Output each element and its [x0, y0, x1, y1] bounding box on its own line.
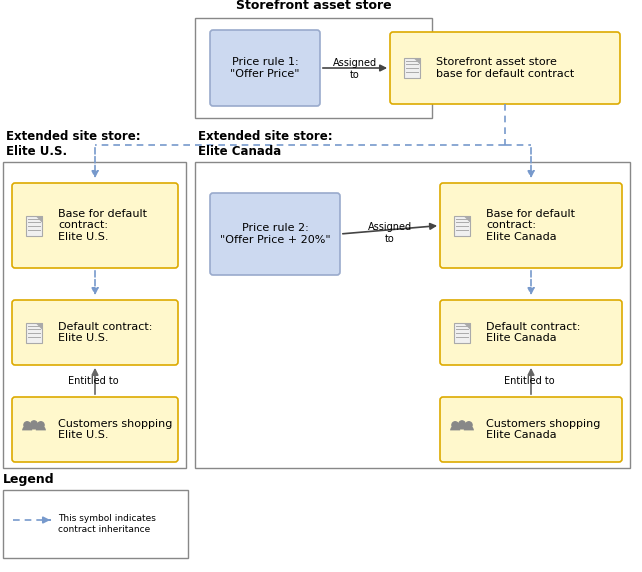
- Text: Storefront asset store: Storefront asset store: [236, 0, 392, 12]
- FancyBboxPatch shape: [12, 183, 178, 268]
- FancyBboxPatch shape: [440, 183, 622, 268]
- Polygon shape: [35, 216, 42, 222]
- Circle shape: [459, 421, 465, 427]
- Circle shape: [38, 422, 44, 428]
- Circle shape: [24, 422, 30, 428]
- Text: Extended site store:
Elite U.S.: Extended site store: Elite U.S.: [6, 130, 141, 158]
- Text: Assigned
to: Assigned to: [368, 222, 412, 244]
- Wedge shape: [36, 426, 46, 430]
- Text: Default contract:
Elite U.S.: Default contract: Elite U.S.: [58, 321, 152, 343]
- Bar: [3, 162, 186, 468]
- Text: This symbol indicates
contract inheritance: This symbol indicates contract inheritan…: [58, 514, 156, 534]
- Polygon shape: [35, 323, 42, 329]
- Text: Base for default
contract:
Elite Canada: Base for default contract: Elite Canada: [486, 209, 575, 242]
- Wedge shape: [457, 424, 467, 430]
- Text: Default contract:
Elite Canada: Default contract: Elite Canada: [486, 321, 580, 343]
- Text: Base for default
contract:
Elite U.S.: Base for default contract: Elite U.S.: [58, 209, 147, 242]
- Circle shape: [31, 421, 37, 427]
- FancyBboxPatch shape: [404, 58, 420, 78]
- Polygon shape: [413, 58, 420, 65]
- Text: Assigned
to: Assigned to: [333, 58, 377, 80]
- FancyBboxPatch shape: [12, 300, 178, 365]
- Bar: [195, 18, 432, 118]
- Wedge shape: [464, 426, 474, 430]
- Text: Storefront asset store
base for default contract: Storefront asset store base for default …: [436, 57, 574, 79]
- FancyBboxPatch shape: [390, 32, 620, 104]
- FancyBboxPatch shape: [210, 193, 340, 275]
- Text: Customers shopping
Elite U.S.: Customers shopping Elite U.S.: [58, 419, 172, 440]
- FancyBboxPatch shape: [26, 323, 42, 343]
- Wedge shape: [29, 424, 39, 430]
- Text: Customers shopping
Elite Canada: Customers shopping Elite Canada: [486, 419, 600, 440]
- Wedge shape: [450, 426, 460, 430]
- FancyBboxPatch shape: [454, 216, 470, 236]
- FancyBboxPatch shape: [440, 397, 622, 462]
- Circle shape: [465, 422, 472, 428]
- Text: Price rule 2:
"Offer Price + 20%": Price rule 2: "Offer Price + 20%": [220, 223, 331, 245]
- Wedge shape: [22, 426, 32, 430]
- Text: Entitled to: Entitled to: [67, 376, 118, 386]
- Polygon shape: [464, 323, 470, 329]
- FancyBboxPatch shape: [210, 30, 320, 106]
- FancyBboxPatch shape: [12, 397, 178, 462]
- Text: Entitled to: Entitled to: [504, 376, 554, 386]
- FancyBboxPatch shape: [454, 323, 470, 343]
- FancyBboxPatch shape: [26, 216, 42, 236]
- Text: Extended site store:
Elite Canada: Extended site store: Elite Canada: [198, 130, 333, 158]
- Bar: [3, 490, 188, 558]
- FancyBboxPatch shape: [440, 300, 622, 365]
- Bar: [195, 162, 630, 468]
- Circle shape: [452, 422, 458, 428]
- Polygon shape: [464, 216, 470, 222]
- Text: Price rule 1:
"Offer Price": Price rule 1: "Offer Price": [230, 57, 300, 79]
- Text: Legend: Legend: [3, 473, 55, 486]
